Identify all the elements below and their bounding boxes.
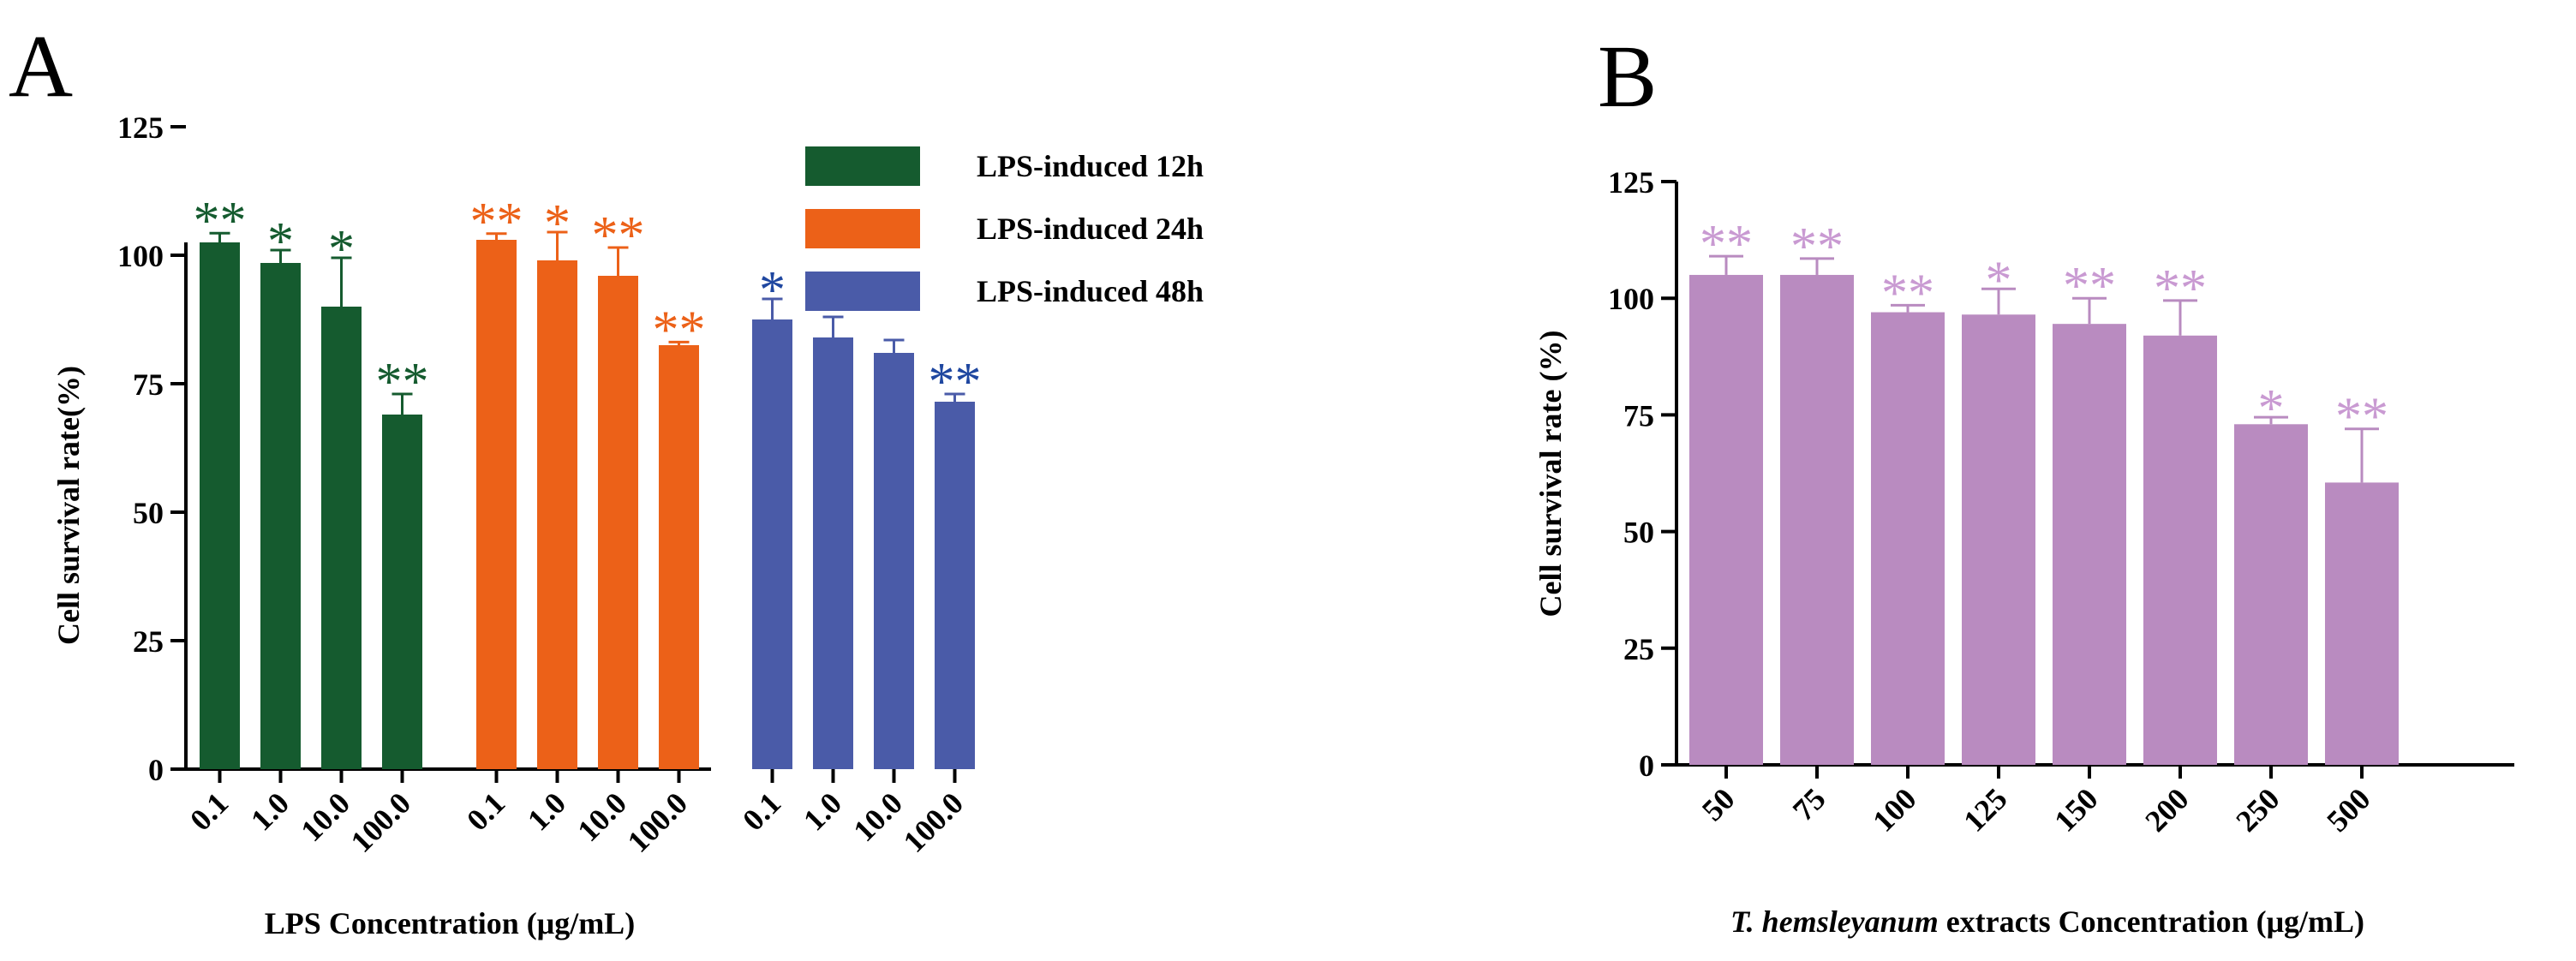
y-tick-label: 50: [1623, 516, 1654, 550]
y-tick-label: 75: [1623, 398, 1654, 433]
significance-label: **: [1700, 215, 1753, 273]
panel-b-x-axis-title-italic: T. hemsleyanum: [1730, 904, 1939, 939]
bar: [1871, 312, 1945, 765]
bar: [321, 307, 362, 769]
panel-b-bars: ** **** * ** *** **: [1689, 215, 2399, 766]
significance-label: *: [2258, 379, 2285, 438]
y-tick-label: 125: [1608, 165, 1654, 200]
bar: [874, 353, 914, 769]
significance-label: *: [759, 261, 786, 319]
legend-label: LPS-induced 12h: [977, 149, 1204, 183]
y-tick-label: 125: [117, 110, 164, 145]
panel-a-y-ticks: 0 25 50 75 100 125: [117, 110, 186, 787]
panel-a-legend: LPS-induced 12h LPS-induced 24h LPS-induce…: [805, 146, 1204, 311]
bar: [1689, 274, 1763, 766]
panel-b-letter: B: [1598, 27, 1657, 126]
y-tick-label: 0: [148, 753, 164, 787]
significance-label: **: [592, 206, 645, 265]
panel-b-x-axis-title: T. hemsleyanum extracts Concentration (μ…: [1730, 904, 2364, 939]
significance-label: **: [1790, 218, 1844, 276]
panel-b-y-axis-title: Cell survival rate (%): [1533, 331, 1568, 618]
bar: [382, 415, 422, 769]
bar: [813, 337, 853, 769]
bar: [659, 345, 699, 769]
bar: [1962, 314, 2035, 765]
significance-label: **: [2335, 388, 2388, 446]
significance-label: **: [2154, 260, 2207, 318]
y-tick-label: 0: [1639, 749, 1654, 783]
significance-label: *: [267, 212, 294, 271]
bar: [752, 319, 792, 769]
panel-b-y-ticks: 0 25 50 75 100 125: [1608, 165, 1676, 783]
significance-label: **: [1881, 264, 1934, 322]
bar: [537, 260, 577, 769]
y-tick-label: 50: [133, 496, 164, 530]
legend-swatch: [805, 272, 920, 311]
bar: [2234, 424, 2308, 765]
y-tick-label: 25: [133, 624, 164, 659]
bar: [2053, 324, 2126, 765]
panel-a-y-axis-title: Cell survival rate(%): [51, 366, 86, 645]
significance-label: **: [2063, 257, 2116, 315]
panel-b-x-axis-title-rest: extracts Concentration (μg/mL): [1939, 904, 2364, 939]
legend-swatch: [805, 146, 920, 186]
y-tick-label: 100: [117, 239, 164, 273]
legend-label: LPS-induced 48h: [977, 274, 1204, 308]
bar: [935, 402, 975, 769]
bar: [260, 263, 301, 769]
y-tick-label: 100: [1608, 282, 1654, 316]
panel-a-bars: ******************: [194, 192, 982, 769]
panel-a-letter: A: [9, 17, 73, 116]
significance-label: **: [929, 353, 982, 411]
legend-swatch: [805, 209, 920, 248]
y-tick-label: 25: [1623, 632, 1654, 666]
bar: [200, 242, 240, 769]
significance-label: **: [653, 301, 706, 359]
y-tick-label: 75: [133, 367, 164, 402]
significance-label: *: [328, 220, 355, 278]
significance-label: **: [194, 192, 247, 250]
significance-label: *: [1986, 251, 2012, 309]
bar: [598, 276, 638, 769]
bar: [2143, 335, 2217, 765]
panel-a-x-axis-title: LPS Concentration (μg/mL): [265, 906, 635, 940]
bar: [1780, 274, 1854, 766]
significance-label: **: [470, 193, 523, 251]
significance-label: *: [544, 194, 571, 253]
bar: [476, 240, 517, 769]
legend-label: LPS-induced 24h: [977, 212, 1204, 246]
bar: [2325, 482, 2399, 765]
significance-label: **: [376, 353, 429, 411]
